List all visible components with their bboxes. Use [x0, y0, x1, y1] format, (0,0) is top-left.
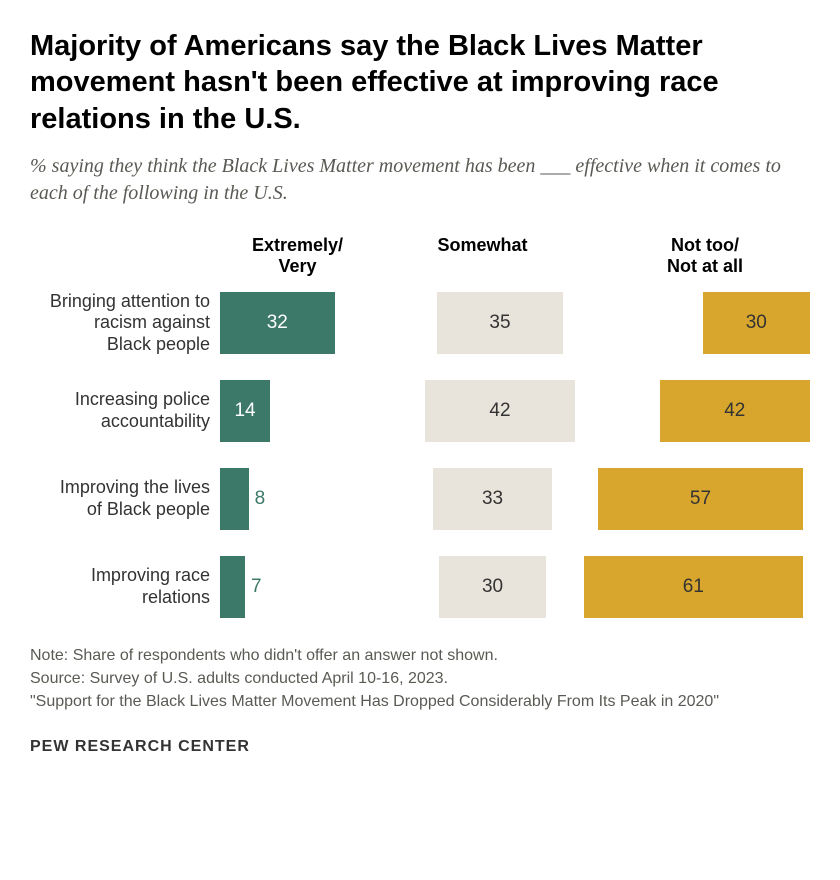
chart-subtitle: % saying they think the Black Lives Matt…	[30, 153, 810, 207]
row-label: Bringing attention toracism againstBlack…	[30, 291, 220, 356]
pew-logo: PEW RESEARCH CENTER	[30, 738, 810, 756]
bar-somewhat: 35	[437, 292, 562, 354]
bar-somewhat: 42	[425, 380, 575, 442]
chart-row: Increasing policeaccountability14 42 42	[30, 380, 810, 442]
header-somewhat: Somewhat	[365, 235, 600, 278]
bar-extremely-label: 7	[251, 576, 262, 598]
column-headers: Extremely/Very Somewhat Not too/Not at a…	[30, 235, 810, 278]
bar-extremely: 14	[220, 380, 270, 442]
row-label: Improving the livesof Black people	[30, 477, 220, 520]
bar-extremely: 32	[220, 292, 335, 354]
bar-extremely-label: 8	[255, 488, 266, 510]
row-label: Improving racerelations	[30, 565, 220, 608]
chart-title: Majority of Americans say the Black Live…	[30, 28, 810, 137]
bar-extremely	[220, 468, 249, 530]
note-line: Note: Share of respondents who didn't of…	[30, 644, 810, 667]
row-label: Increasing policeaccountability	[30, 389, 220, 432]
chart-row: Improving the livesof Black people 8 33 57	[30, 468, 810, 530]
header-extremely: Extremely/Very	[230, 235, 365, 278]
source-line: Source: Survey of U.S. adults conducted …	[30, 667, 810, 690]
header-nottoo: Not too/Not at all	[600, 235, 810, 278]
bar-nottoo: 57	[598, 468, 802, 530]
chart-notes: Note: Share of respondents who didn't of…	[30, 644, 810, 714]
bar-nottoo: 30	[703, 292, 810, 354]
bar-somewhat: 33	[433, 468, 551, 530]
chart-row: Bringing attention toracism againstBlack…	[30, 292, 810, 354]
bar-somewhat: 30	[439, 556, 546, 618]
chart-row: Improving racerelations 7 30 61	[30, 556, 810, 618]
report-title-line: "Support for the Black Lives Matter Move…	[30, 690, 810, 713]
bar-nottoo: 61	[584, 556, 802, 618]
bar-nottoo: 42	[660, 380, 810, 442]
bar-extremely	[220, 556, 245, 618]
chart-rows: Bringing attention toracism againstBlack…	[30, 292, 810, 618]
